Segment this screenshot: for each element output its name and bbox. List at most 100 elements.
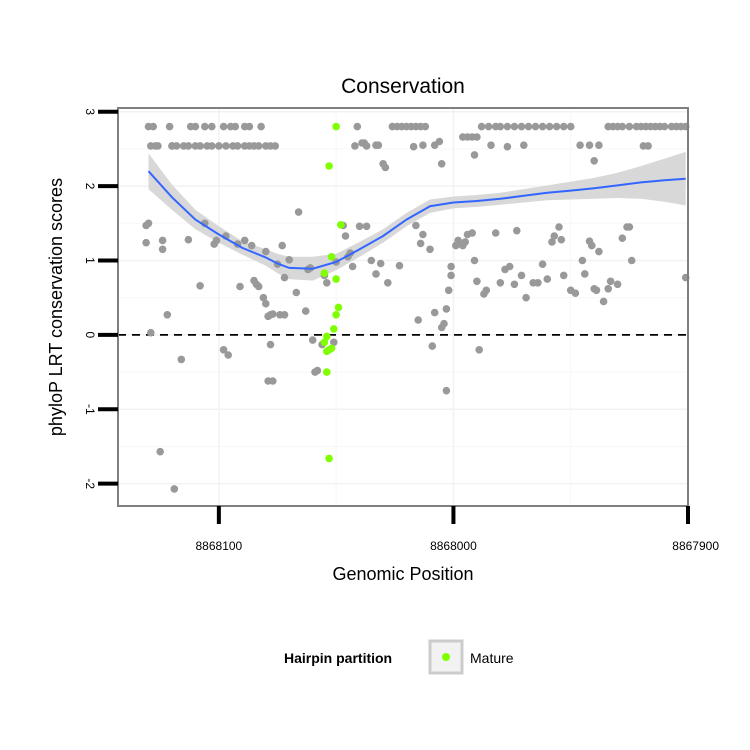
point-other — [477, 122, 486, 131]
point-other — [224, 351, 232, 359]
point-other — [409, 142, 418, 151]
point-other — [196, 282, 204, 290]
point-other — [219, 122, 228, 131]
point-other — [550, 232, 559, 240]
smooth-trend-line — [147, 170, 686, 270]
point-other — [301, 307, 310, 315]
point-other — [158, 236, 167, 245]
point-other — [362, 142, 371, 150]
point-other — [538, 260, 547, 269]
point-other — [353, 122, 362, 131]
point-other — [534, 279, 542, 287]
point-mature — [320, 338, 329, 347]
point-other — [578, 256, 587, 265]
point-mature — [325, 454, 333, 463]
point-other — [191, 122, 200, 131]
point-other — [435, 137, 444, 146]
point-other — [419, 141, 427, 149]
point-other — [491, 229, 500, 237]
point-mature — [327, 252, 336, 261]
point-other — [269, 377, 277, 385]
point-other — [496, 122, 505, 131]
point-other — [473, 277, 481, 286]
point-other — [201, 122, 209, 131]
point-other — [644, 142, 652, 150]
point-other — [566, 122, 575, 131]
plot-panel — [117, 107, 690, 507]
point-other — [269, 310, 277, 318]
point-other — [487, 141, 495, 149]
point-other — [219, 346, 228, 354]
point-other — [278, 241, 287, 250]
point-other — [313, 366, 322, 375]
x-axis-title: Genomic Position — [332, 564, 473, 584]
point-other — [233, 142, 242, 150]
point-other — [196, 142, 204, 150]
legend-label-mature: Mature — [470, 650, 514, 666]
panel-background — [118, 108, 688, 506]
point-other — [440, 319, 448, 328]
point-other — [447, 262, 455, 271]
point-other — [496, 279, 505, 287]
point-other — [475, 346, 484, 354]
y-tick-label: -2 — [83, 478, 97, 489]
legend: Hairpin partition Mature — [284, 639, 514, 675]
point-other — [376, 259, 385, 268]
point-other — [184, 235, 193, 244]
point-other — [247, 241, 256, 250]
point-other — [660, 122, 669, 131]
point-other — [341, 232, 350, 240]
point-other — [245, 122, 254, 131]
data-points — [142, 122, 690, 493]
x-tick-label: 8868100 — [196, 539, 243, 553]
point-other — [323, 279, 331, 287]
point-other — [524, 122, 533, 131]
point-other — [571, 289, 580, 298]
point-other — [372, 270, 380, 278]
point-other — [522, 293, 530, 302]
point-other — [538, 122, 547, 131]
point-other — [520, 141, 528, 149]
point-other — [482, 286, 491, 295]
legend-title: Hairpin partition — [284, 650, 392, 666]
y-tick-label: 2 — [83, 183, 97, 190]
point-other — [552, 122, 561, 131]
point-mature — [330, 325, 338, 333]
point-other — [362, 222, 371, 231]
point-other — [147, 328, 155, 337]
point-other — [208, 142, 216, 150]
x-tick-label: 8867900 — [672, 539, 719, 553]
point-other — [236, 282, 244, 291]
point-other — [428, 342, 437, 350]
y-axis-title: phyloP LRT conservation scores — [46, 178, 66, 436]
panel-border — [117, 107, 689, 507]
point-other — [590, 157, 598, 165]
point-other — [215, 142, 223, 150]
point-other — [384, 279, 392, 287]
point-other — [559, 271, 568, 280]
y-tick-label: 0 — [83, 332, 97, 339]
point-other — [426, 245, 434, 254]
point-other — [625, 223, 634, 231]
y-tick-label: 1 — [83, 257, 97, 264]
point-other — [280, 311, 289, 319]
point-other — [177, 355, 186, 364]
point-mature — [323, 332, 331, 341]
chart-title: Conservation — [341, 75, 465, 98]
point-other — [144, 219, 153, 228]
point-other — [595, 141, 603, 149]
point-other — [330, 338, 338, 347]
point-other — [604, 285, 612, 293]
point-other — [447, 271, 455, 280]
legend-key-mature-dot — [442, 653, 450, 661]
point-other — [513, 226, 521, 235]
point-other — [222, 142, 230, 150]
point-other — [559, 122, 568, 131]
point-other — [437, 160, 446, 168]
y-tick-label: -1 — [83, 404, 97, 415]
point-other — [618, 122, 627, 131]
point-other — [367, 256, 376, 265]
point-other — [231, 122, 240, 131]
point-other — [414, 316, 423, 324]
point-other — [172, 142, 181, 150]
